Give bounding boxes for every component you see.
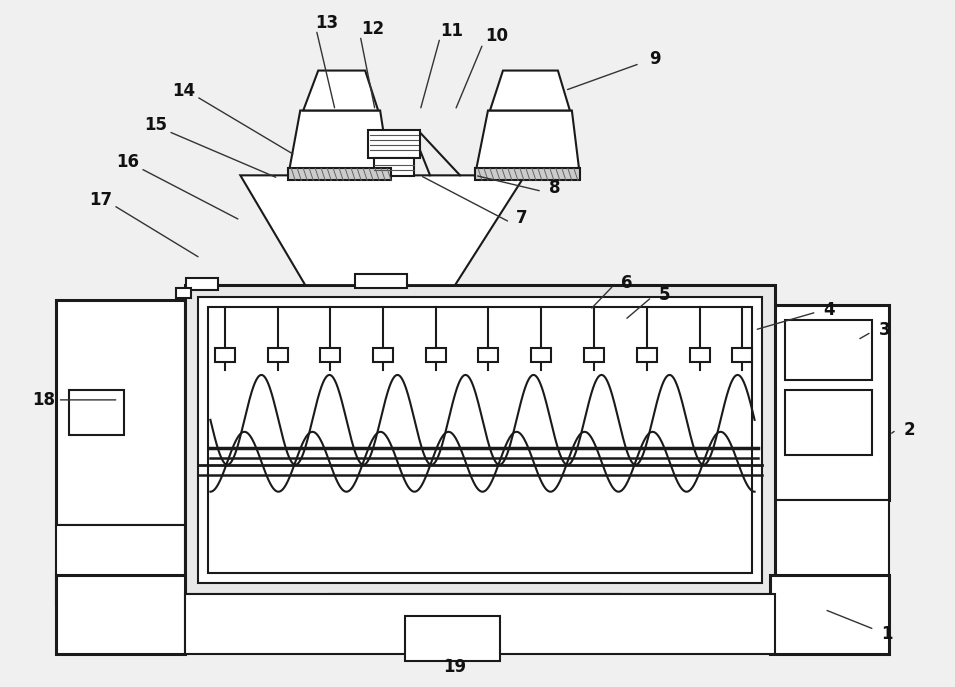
Text: 15: 15 <box>144 116 167 135</box>
Polygon shape <box>490 71 570 111</box>
Bar <box>732 348 752 362</box>
Text: 8: 8 <box>549 179 561 197</box>
Bar <box>374 159 414 177</box>
Bar <box>478 348 498 362</box>
Bar <box>208 307 752 572</box>
Text: 18: 18 <box>32 391 55 409</box>
Text: 5: 5 <box>659 286 670 304</box>
Text: 4: 4 <box>823 301 836 319</box>
Bar <box>55 525 185 605</box>
Bar <box>288 168 392 180</box>
Text: 11: 11 <box>440 21 463 40</box>
Text: 13: 13 <box>316 14 339 32</box>
Bar <box>199 297 761 583</box>
Bar <box>690 348 710 362</box>
Text: 3: 3 <box>879 321 890 339</box>
Text: 16: 16 <box>116 153 139 171</box>
Polygon shape <box>288 111 391 175</box>
Text: 1: 1 <box>881 625 893 644</box>
Bar <box>55 574 185 655</box>
Text: 6: 6 <box>621 274 632 292</box>
Bar <box>637 348 657 362</box>
Bar <box>185 285 775 594</box>
Bar <box>177 288 191 298</box>
Bar <box>69 390 123 435</box>
Text: 14: 14 <box>172 82 195 100</box>
Bar <box>55 300 185 525</box>
Bar <box>584 348 604 362</box>
Bar <box>268 348 288 362</box>
Polygon shape <box>304 71 378 111</box>
Bar <box>216 348 235 362</box>
Bar <box>531 348 551 362</box>
Text: 19: 19 <box>443 658 467 676</box>
Bar <box>770 305 889 499</box>
Bar <box>369 131 420 159</box>
Bar <box>186 278 219 290</box>
Polygon shape <box>241 175 525 285</box>
Bar <box>355 274 407 288</box>
Bar <box>770 574 889 655</box>
Bar <box>373 348 393 362</box>
Bar <box>185 594 775 655</box>
Bar <box>405 616 500 662</box>
Text: 17: 17 <box>89 191 112 210</box>
Polygon shape <box>475 111 580 175</box>
Bar <box>330 594 620 616</box>
Bar <box>426 348 446 362</box>
Bar <box>785 320 873 380</box>
Bar <box>770 499 889 609</box>
Text: 10: 10 <box>485 27 508 45</box>
Text: 12: 12 <box>362 20 385 38</box>
Bar <box>320 348 340 362</box>
Text: 9: 9 <box>649 49 661 67</box>
Text: 2: 2 <box>903 421 915 439</box>
Bar <box>475 168 580 180</box>
Bar <box>785 390 873 455</box>
Text: 7: 7 <box>516 210 528 227</box>
